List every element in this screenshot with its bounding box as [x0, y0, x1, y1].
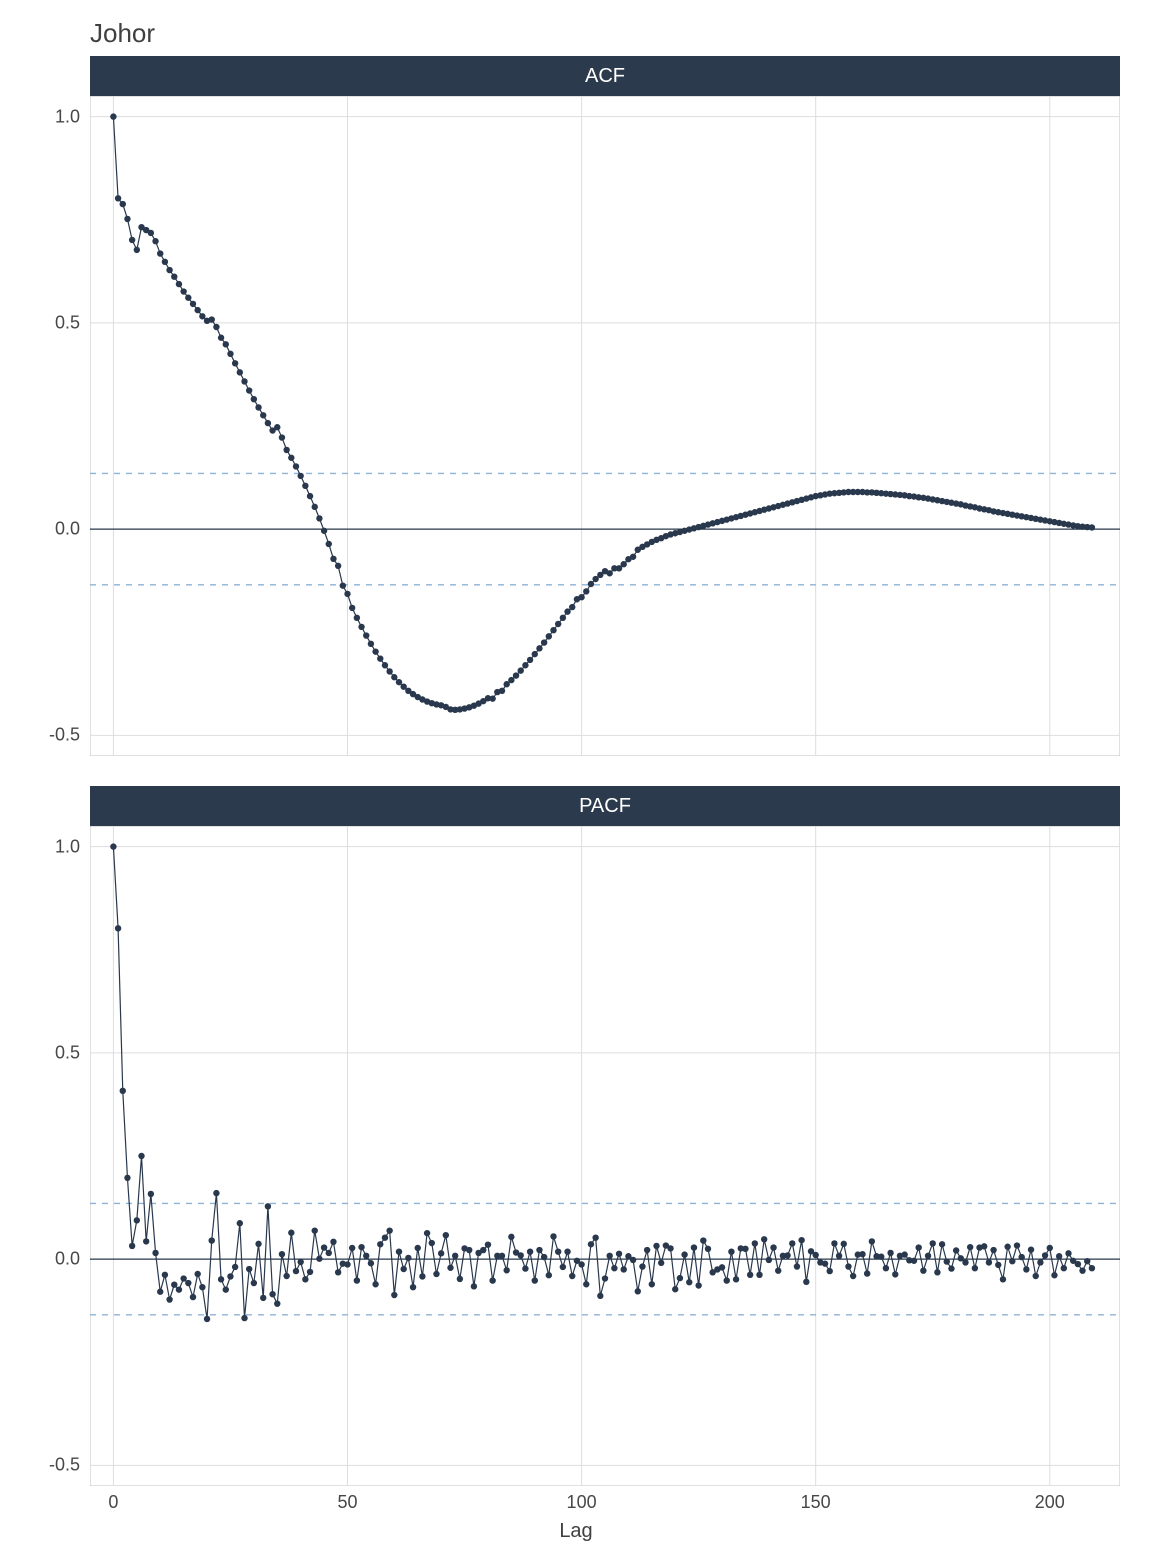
y-tick-label: 0.0 — [20, 1249, 80, 1270]
y-tick-label: 1.0 — [20, 836, 80, 857]
y-tick-label: 0.5 — [20, 1042, 80, 1063]
panel-strip: ACF — [90, 56, 1120, 96]
series-line — [113, 847, 1091, 1319]
panel-svg — [90, 96, 1120, 756]
panel-acf: ACF — [90, 56, 1120, 756]
x-tick-label: 50 — [337, 1492, 357, 1513]
y-tick-label: 0.0 — [20, 519, 80, 540]
y-tick-label: 1.0 — [20, 106, 80, 127]
x-axis-label: Lag — [559, 1520, 592, 1530]
panel-pacf: PACF — [90, 786, 1120, 1486]
panel-strip: PACF — [90, 786, 1120, 826]
y-tick-label: -0.5 — [20, 1455, 80, 1476]
x-tick-label: 200 — [1035, 1492, 1065, 1513]
plot-title: Johor — [90, 18, 155, 49]
panel-svg — [90, 826, 1120, 1486]
x-tick-label: 150 — [801, 1492, 831, 1513]
series-line — [113, 117, 1091, 710]
y-tick-label: -0.5 — [20, 725, 80, 746]
chart-container: { "title": "Johor", "xlabel": "Lag", "yl… — [0, 0, 1152, 1536]
y-tick-label: 0.5 — [20, 312, 80, 333]
x-tick-label: 100 — [567, 1492, 597, 1513]
x-tick-label: 0 — [108, 1492, 118, 1513]
